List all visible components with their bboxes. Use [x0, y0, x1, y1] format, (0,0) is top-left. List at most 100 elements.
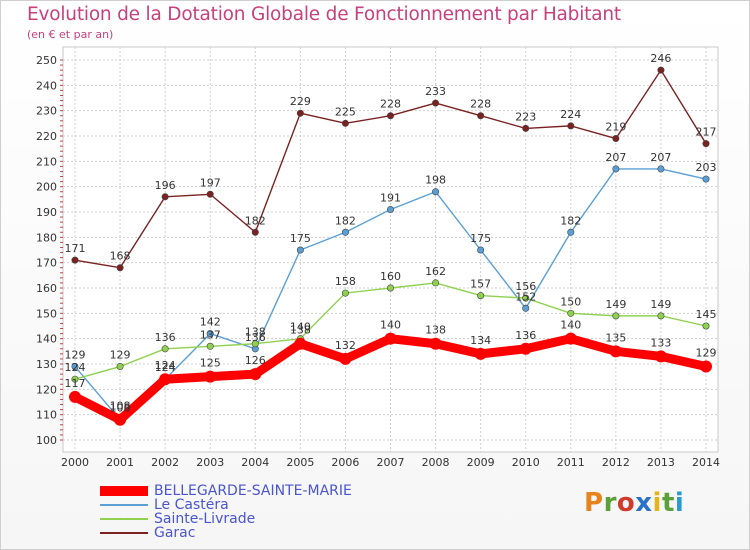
data-point — [657, 165, 665, 173]
data-point — [339, 352, 352, 365]
data-label: 133 — [650, 336, 671, 349]
y-tick-label: 230 — [36, 105, 57, 118]
data-point — [522, 294, 530, 302]
data-label: 136 — [155, 331, 176, 344]
data-label: 150 — [560, 295, 581, 308]
data-point — [71, 363, 79, 371]
y-tick-label: 210 — [36, 155, 57, 168]
y-tick-label: 160 — [36, 282, 57, 295]
data-label: 108 — [110, 400, 131, 413]
y-tick-label: 220 — [36, 130, 57, 143]
data-label: 136 — [245, 331, 266, 344]
data-label: 158 — [335, 275, 356, 288]
data-point — [341, 228, 349, 236]
data-label: 126 — [245, 354, 266, 367]
x-tick-label: 2000 — [61, 456, 89, 469]
x-tick-label: 2005 — [286, 456, 314, 469]
data-point — [477, 112, 485, 120]
data-label: 135 — [605, 331, 626, 344]
y-tick-label: 100 — [36, 434, 57, 447]
data-point — [161, 193, 169, 201]
y-tick-label: 150 — [36, 307, 57, 320]
data-label: 160 — [380, 270, 401, 283]
x-tick-label: 2012 — [602, 456, 630, 469]
data-point — [477, 292, 485, 300]
data-point — [386, 205, 394, 213]
data-point — [204, 370, 217, 383]
data-label: 168 — [110, 250, 131, 263]
x-tick-label: 2007 — [377, 456, 405, 469]
data-label: 203 — [696, 161, 717, 174]
data-label: 117 — [65, 377, 86, 390]
data-label: 197 — [200, 176, 221, 189]
data-label: 129 — [110, 349, 131, 362]
data-point — [567, 122, 575, 130]
data-label: 138 — [245, 326, 266, 339]
data-label: 140 — [560, 319, 581, 332]
data-point — [114, 413, 127, 426]
data-point — [341, 289, 349, 297]
data-point — [341, 119, 349, 127]
data-label: 219 — [605, 121, 626, 134]
y-tick-label: 120 — [36, 383, 57, 396]
data-point — [429, 337, 442, 350]
data-label: 207 — [605, 151, 626, 164]
data-label: 207 — [650, 151, 671, 164]
data-label: 149 — [605, 298, 626, 311]
data-point — [477, 246, 485, 254]
data-label: 140 — [290, 321, 311, 334]
data-point — [612, 135, 620, 143]
data-label: 182 — [245, 214, 266, 227]
data-point — [251, 340, 259, 348]
proxiti-logo: Proxiti — [584, 488, 685, 518]
data-point — [567, 228, 575, 236]
data-label: 136 — [515, 329, 536, 342]
x-tick-label: 2003 — [196, 456, 224, 469]
data-point — [657, 66, 665, 74]
chart-title: Evolution de la Dotation Globale de Fonc… — [27, 4, 621, 25]
data-label: 162 — [425, 265, 446, 278]
y-tick-label: 240 — [36, 79, 57, 92]
data-point — [384, 332, 397, 345]
data-label: 132 — [335, 339, 356, 352]
legend-label: Garac — [154, 525, 196, 541]
data-point — [386, 112, 394, 120]
data-point — [69, 390, 81, 403]
x-tick-label: 2006 — [331, 456, 359, 469]
data-label: 196 — [155, 179, 176, 192]
data-point — [432, 99, 440, 107]
data-label: 229 — [290, 95, 311, 108]
data-label: 246 — [650, 52, 671, 65]
data-label: 233 — [425, 85, 446, 98]
data-point — [474, 347, 487, 360]
y-tick-label: 140 — [36, 333, 57, 346]
data-label: 134 — [470, 334, 491, 347]
data-label: 182 — [335, 214, 356, 227]
data-point — [159, 373, 172, 386]
y-tick-label: 110 — [36, 409, 57, 422]
data-point — [702, 175, 710, 183]
y-tick-label: 250 — [36, 54, 57, 67]
data-label: 124 — [65, 361, 86, 374]
legend-label: BELLEGARDE-SAINTE-MARIE — [154, 483, 352, 499]
data-label: 152 — [515, 290, 536, 303]
data-point — [702, 140, 710, 148]
y-tick-label: 130 — [36, 358, 57, 371]
data-point — [609, 345, 622, 358]
data-label: 224 — [560, 108, 581, 121]
data-point — [116, 363, 124, 371]
data-label: 191 — [380, 191, 401, 204]
x-tick-label: 2010 — [512, 456, 540, 469]
data-point — [71, 375, 79, 383]
data-point — [296, 109, 304, 117]
legend-swatch — [100, 518, 148, 520]
legend-label: Sainte-Livrade — [154, 511, 256, 527]
chart-subtitle: (en € et par an) — [27, 28, 114, 41]
data-point — [657, 312, 665, 320]
data-point — [612, 312, 620, 320]
x-tick-label: 2002 — [151, 456, 179, 469]
data-label: 125 — [200, 357, 221, 370]
data-label: 198 — [425, 174, 446, 187]
data-label: 175 — [470, 232, 491, 245]
